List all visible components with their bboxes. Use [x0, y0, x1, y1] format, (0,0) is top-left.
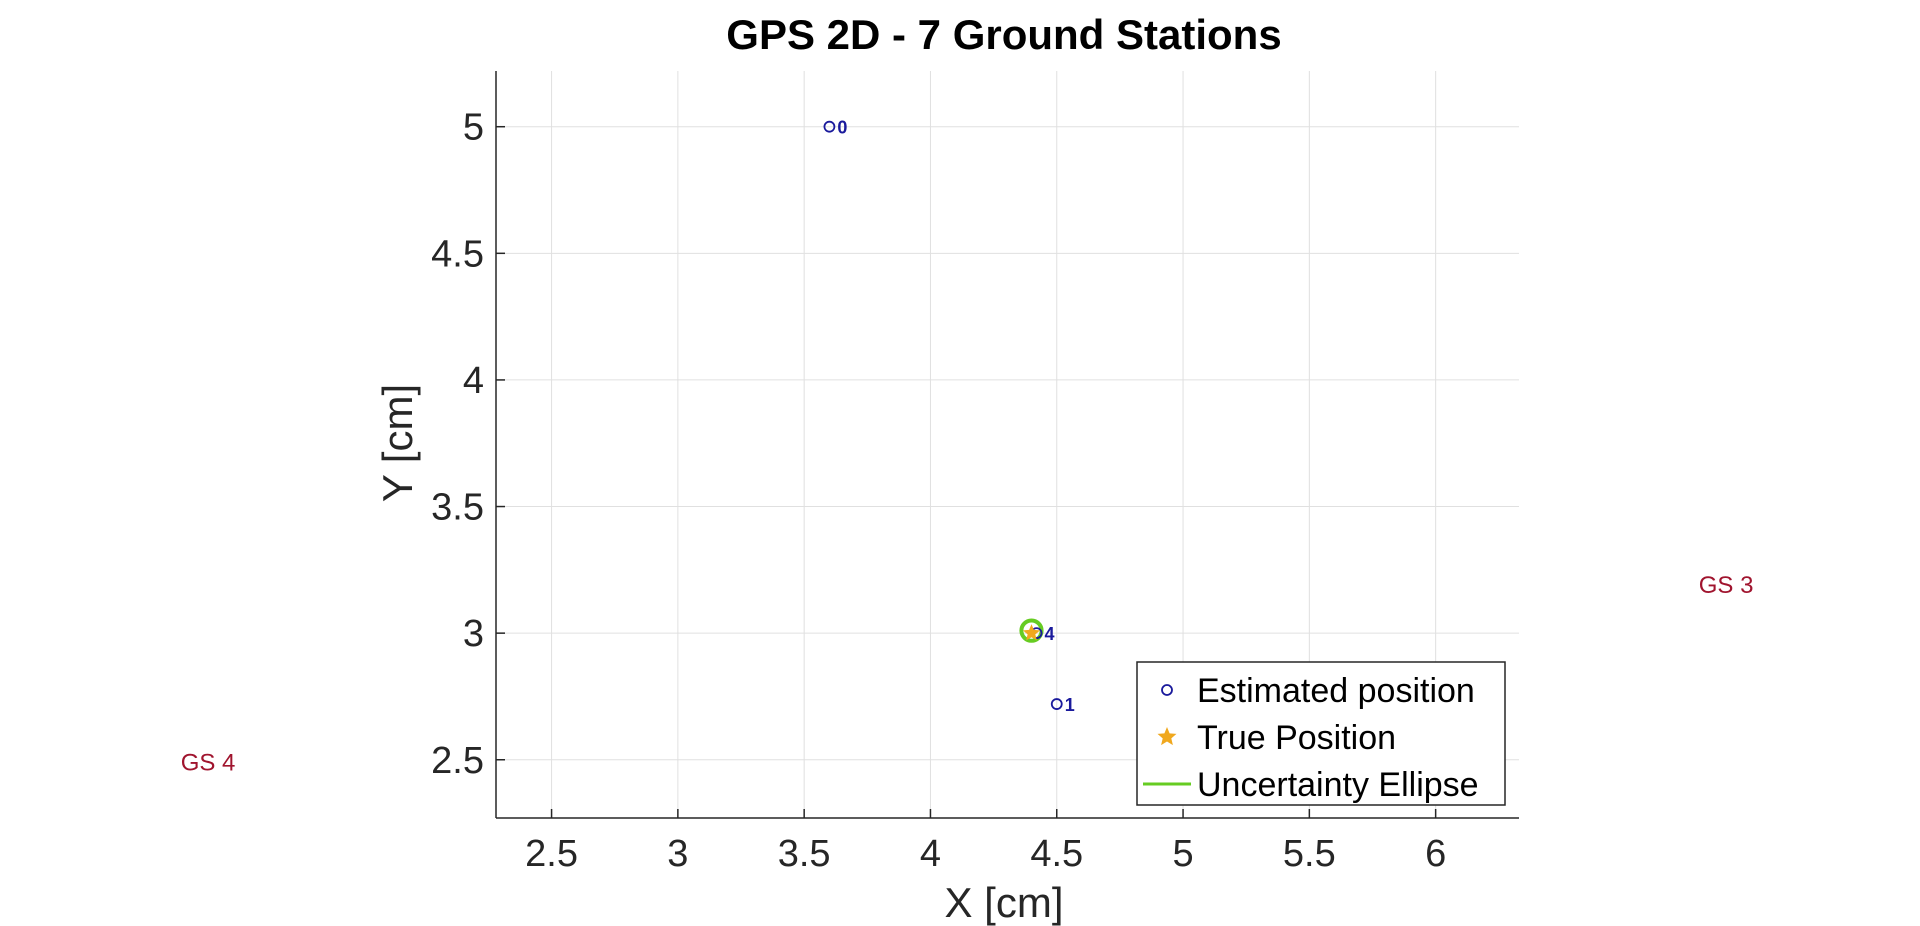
ground-station-label: GS 4	[181, 749, 236, 776]
chart-title: GPS 2D - 7 Ground Stations	[726, 11, 1281, 58]
legend-estimated-marker	[1161, 684, 1173, 696]
x-tick-label: 3.5	[778, 833, 831, 875]
point-label: 1	[1065, 695, 1075, 715]
y-tick-label: 2.5	[431, 740, 484, 782]
x-tick-label: 4.5	[1030, 833, 1083, 875]
estimated-point	[823, 120, 836, 133]
estimated-point	[1050, 698, 1063, 710]
point-label: 0	[837, 118, 847, 138]
axes: 2.5 3 3.5 4 4.5 5 5.5 6 2.5 3 3.5 4 4.5 5	[431, 71, 1519, 875]
y-tick-label: 4	[463, 360, 484, 402]
y-tick-label: 4.5	[431, 233, 484, 275]
x-tick-label: 6	[1425, 833, 1446, 875]
y-tick-label: 5	[463, 107, 484, 149]
y-tick-label: 3	[463, 613, 484, 655]
y-axis-label: Y [cm]	[374, 384, 421, 502]
legend-true-marker	[1157, 727, 1177, 746]
x-tick-label: 2.5	[525, 833, 578, 875]
x-tick-label: 3	[667, 833, 688, 875]
annotations: GS 3 GS 4	[181, 572, 1754, 776]
point-label: 4	[1045, 624, 1055, 644]
legend-entry-label: Estimated position	[1197, 672, 1475, 710]
legend[interactable]: Estimated position True Position Uncertain…	[1136, 661, 1506, 806]
data-marks: 0 1 4	[823, 118, 1075, 715]
x-tick-label: 5	[1172, 833, 1193, 875]
x-tick-label: 4	[920, 833, 941, 875]
legend-entry-label: Uncertainty Ellipse	[1197, 766, 1479, 804]
x-axis-label: X [cm]	[944, 879, 1063, 926]
ground-station-label: GS 3	[1699, 572, 1754, 599]
y-tick-label: 3.5	[431, 487, 484, 529]
true-position-star	[1022, 624, 1041, 641]
x-tick-label: 5.5	[1283, 833, 1336, 875]
grid-lines	[496, 71, 1519, 818]
legend-box	[1136, 661, 1506, 806]
legend-entry-label: True Position	[1197, 719, 1396, 757]
